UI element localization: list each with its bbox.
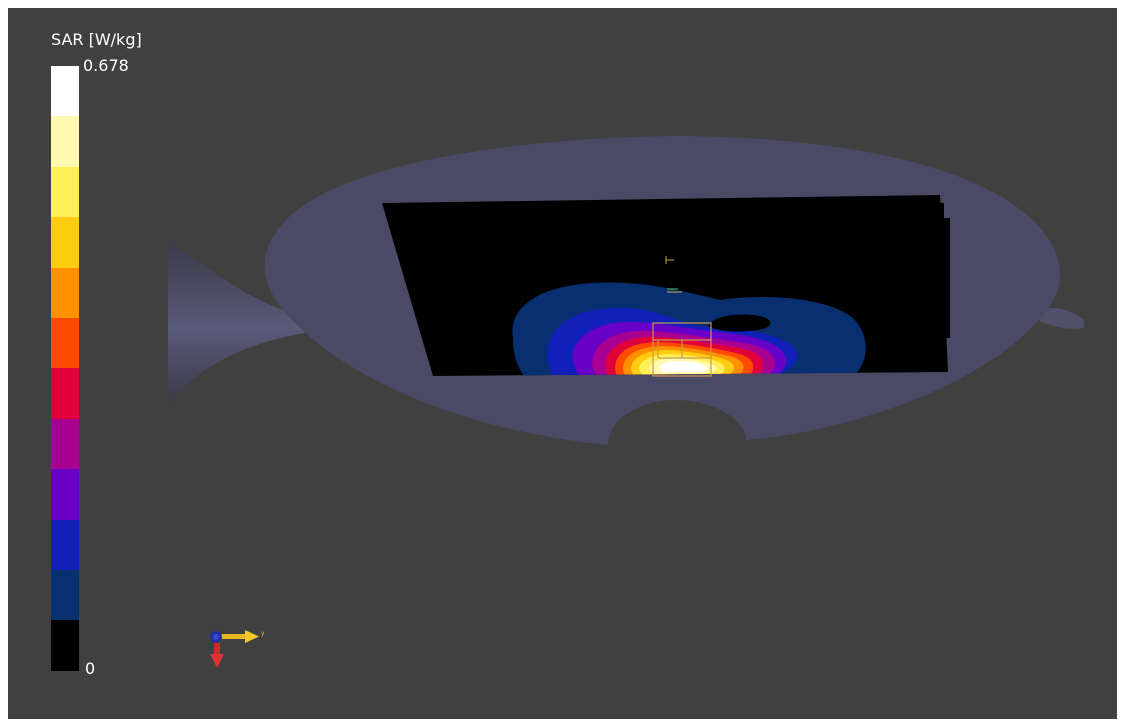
y-axis-label: y — [261, 630, 265, 637]
colorbar-band — [51, 217, 79, 267]
3d-viewport[interactable]: SAR [W/kg] 0.678 0 y — [8, 8, 1117, 719]
colorbar-band — [51, 419, 79, 469]
colorbar-band — [51, 268, 79, 318]
x-axis-dot-icon — [210, 631, 222, 643]
colorbar-band — [51, 368, 79, 418]
sar-scene — [8, 8, 1117, 719]
colorbar-band — [51, 116, 79, 166]
colorbar-band — [51, 318, 79, 368]
colorbar-band — [51, 167, 79, 217]
colorbar-band — [51, 620, 79, 670]
axes-triad[interactable]: y — [201, 620, 281, 670]
colorbar-band — [51, 520, 79, 570]
colorbar-band — [51, 66, 79, 116]
colorbar-band — [51, 469, 79, 519]
colorbar-max-label: 0.678 — [83, 56, 129, 75]
z-axis-arrow-icon — [210, 640, 224, 668]
colorbar-band — [51, 570, 79, 620]
measurement-area-steps — [938, 203, 950, 353]
colorbar — [51, 66, 79, 671]
colorbar-min-label: 0 — [85, 659, 95, 678]
colorbar-title: SAR [W/kg] — [51, 30, 142, 49]
